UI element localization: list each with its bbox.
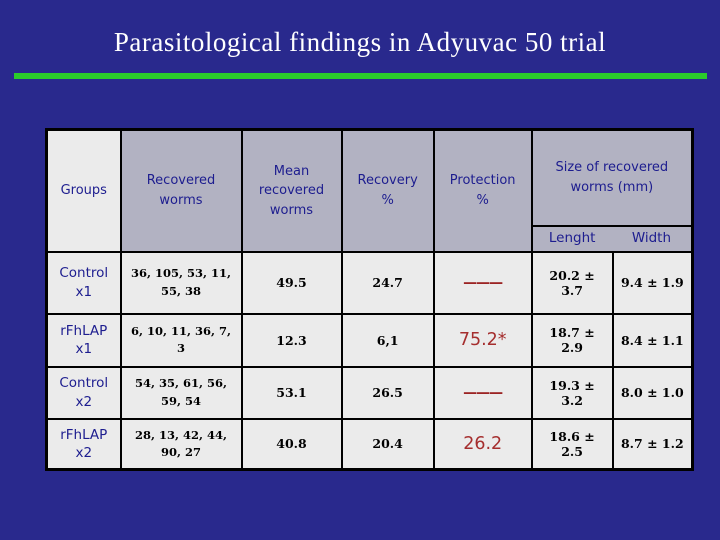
- group-cell: rFhLAP x2: [45, 417, 122, 471]
- width-cell: 8.7 ± 1.2: [611, 417, 694, 471]
- column-header-length: Lenght: [548, 230, 596, 247]
- recovery-pct-cell: 20.4: [340, 417, 435, 471]
- protection-pct-cell: 75.2*: [432, 312, 533, 368]
- column-header-width: Width: [631, 230, 672, 247]
- group-dose: x1: [75, 283, 93, 300]
- column-header-mean-recovered-worms: Mean recovered worms: [240, 128, 343, 253]
- mean-recovered-cell: 40.8: [240, 417, 343, 471]
- title-underline-bar: [14, 73, 707, 79]
- group-dose: x1: [75, 341, 93, 357]
- length-cell: 18.6 ± 2.5: [530, 417, 614, 471]
- column-header-recovered-worms: Recovered worms: [119, 128, 243, 253]
- group-name: Control: [59, 265, 109, 282]
- recovery-pct-cell: 26.5: [340, 365, 435, 420]
- header-row: Groups Recovered worms Mean recovered wo…: [45, 128, 694, 253]
- length-cell: 19.3 ± 3.2: [530, 365, 614, 420]
- group-dose: x2: [75, 444, 93, 461]
- protection-pct-cell: ———: [432, 250, 533, 315]
- recovery-pct-cell: 24.7: [340, 250, 435, 315]
- protection-pct-cell: ———: [432, 365, 533, 420]
- group-cell: Control x1: [45, 250, 122, 315]
- sub-header-row: Lenght Width: [47, 224, 694, 253]
- results-table: Groups Recovered worms Mean recovered wo…: [45, 128, 695, 471]
- table-row-control-x1: Control x1 36, 105, 53, 11, 55, 38 49.5 …: [45, 250, 694, 315]
- recovered-worms-cell: 6, 10, 11, 36, 7, 3: [119, 312, 243, 368]
- group-name: Control: [59, 375, 109, 392]
- group-cell: Control x2: [45, 365, 122, 420]
- recovered-worms-cell: 28, 13, 42, 44, 90, 27: [119, 417, 243, 471]
- table-row-control-x2: Control x2 54, 35, 61, 56, 59, 54 53.1 2…: [45, 365, 694, 420]
- results-table-container: Groups Recovered worms Mean recovered wo…: [45, 128, 695, 471]
- recovered-worms-cell: 54, 35, 61, 56, 59, 54: [119, 365, 243, 420]
- width-cell: 9.4 ± 1.9: [611, 250, 694, 315]
- sub-header-length-width: Lenght Width: [530, 224, 694, 253]
- width-cell: 8.0 ± 1.0: [611, 365, 694, 420]
- group-name: rFhLAP: [60, 322, 108, 339]
- group-name: rFhLAP: [60, 426, 108, 443]
- recovered-worms-cell: 36, 105, 53, 11, 55, 38: [119, 250, 243, 315]
- mean-recovered-cell: 12.3: [240, 312, 343, 368]
- width-cell: 8.4 ± 1.1: [611, 312, 694, 368]
- table-row-rfhlap-x1: rFhLAP x1 6, 10, 11, 36, 7, 3 12.3 6,1 7…: [45, 312, 694, 368]
- column-header-groups: Groups: [45, 128, 122, 253]
- slide-title: Parasitological findings in Adyuvac 50 t…: [113, 27, 607, 57]
- group-dose: x2: [75, 393, 93, 410]
- column-header-recovery-pct: Recovery %: [340, 128, 435, 253]
- column-header-protection-pct: Protection %: [432, 128, 533, 253]
- group-cell: rFhLAP x1: [45, 312, 122, 368]
- length-cell: 18.7 ± 2.9: [530, 312, 614, 368]
- table-row-rfhlap-x2: rFhLAP x2 28, 13, 42, 44, 90, 27 40.8 20…: [45, 417, 694, 471]
- length-cell: 20.2 ± 3.7: [530, 250, 614, 315]
- recovery-pct-cell: 6,1: [340, 312, 435, 368]
- mean-recovered-cell: 53.1: [240, 365, 343, 420]
- protection-pct-cell: 26.2: [432, 417, 533, 471]
- mean-recovered-cell: 49.5: [240, 250, 343, 315]
- column-header-size-of-recovered-worms: Size of recovered worms (mm): [530, 128, 694, 227]
